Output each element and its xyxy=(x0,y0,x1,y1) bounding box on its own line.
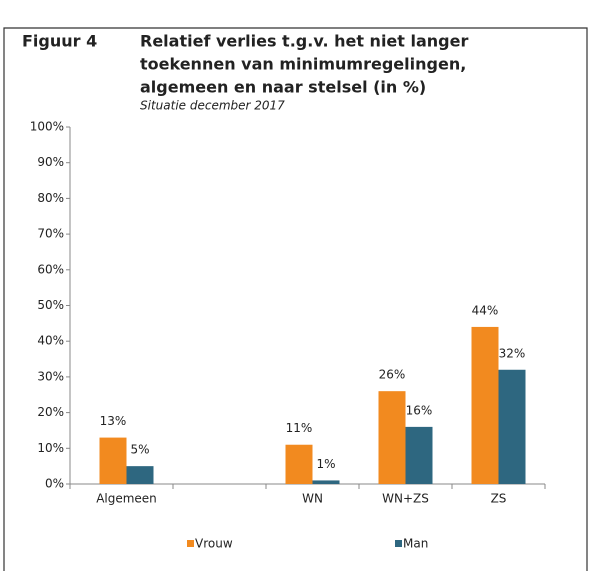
bar xyxy=(312,480,340,484)
value-label: 26% xyxy=(379,368,406,382)
y-tick-label: 50% xyxy=(37,298,64,312)
value-label: 5% xyxy=(130,443,149,457)
y-tick-label: 20% xyxy=(37,405,64,419)
chart-subtitle: Situatie december 2017 xyxy=(140,99,285,113)
value-label: 11% xyxy=(286,421,313,435)
y-tick-label: 40% xyxy=(37,334,64,348)
value-label: 13% xyxy=(100,414,127,428)
x-tick-label: WN+ZS xyxy=(382,492,429,506)
bar xyxy=(285,444,313,484)
legend-label: Man xyxy=(403,537,428,551)
value-label: 32% xyxy=(499,346,526,360)
y-tick-label: 60% xyxy=(37,262,64,276)
bar xyxy=(126,466,154,484)
x-tick-label: WN xyxy=(302,492,323,506)
value-label: 16% xyxy=(406,403,433,417)
value-label: 44% xyxy=(472,303,499,317)
chart-title: algemeen en naar stelsel (in %) xyxy=(140,78,426,97)
x-tick-label: ZS xyxy=(491,492,507,506)
legend-label: Vrouw xyxy=(195,537,233,551)
y-tick-label: 30% xyxy=(37,369,64,383)
value-label: 1% xyxy=(316,457,335,471)
bar xyxy=(471,326,499,484)
legend-swatch xyxy=(395,540,402,547)
legend-swatch xyxy=(187,540,194,547)
y-tick-label: 70% xyxy=(37,227,64,241)
y-tick-label: 0% xyxy=(45,477,64,491)
chart-title: toekennen van minimumregelingen, xyxy=(140,55,466,74)
y-tick-label: 10% xyxy=(37,441,64,455)
chart-title: Relatief verlies t.g.v. het niet langer xyxy=(140,32,468,51)
bar xyxy=(378,391,406,484)
figure-label: Figuur 4 xyxy=(22,32,97,51)
frame xyxy=(3,27,588,571)
bar xyxy=(405,426,433,484)
x-tick-label: Algemeen xyxy=(96,492,157,506)
y-tick-label: 100% xyxy=(30,120,64,134)
bar xyxy=(498,369,526,484)
bar xyxy=(99,437,127,484)
y-tick-label: 90% xyxy=(37,155,64,169)
y-tick-label: 80% xyxy=(37,191,64,205)
